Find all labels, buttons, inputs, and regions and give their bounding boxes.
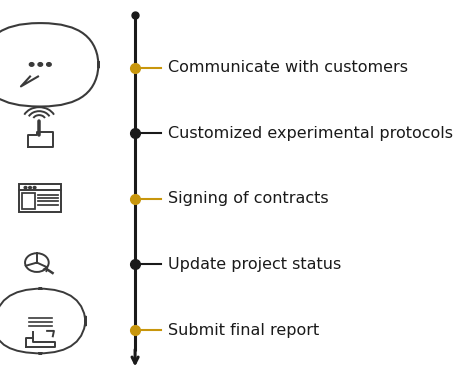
Text: Signing of contracts: Signing of contracts bbox=[168, 191, 329, 206]
Bar bbox=[19, 184, 61, 212]
Text: Customized experimental protocols: Customized experimental protocols bbox=[168, 126, 453, 141]
Circle shape bbox=[33, 186, 36, 189]
Circle shape bbox=[29, 63, 34, 66]
Text: Communicate with customers: Communicate with customers bbox=[168, 60, 408, 75]
Circle shape bbox=[38, 63, 43, 66]
Text: Update project status: Update project status bbox=[168, 257, 342, 272]
Circle shape bbox=[29, 186, 31, 189]
Circle shape bbox=[46, 63, 51, 66]
Circle shape bbox=[24, 186, 27, 189]
Bar bbox=[22, 193, 35, 209]
Text: Submit final report: Submit final report bbox=[168, 322, 319, 338]
